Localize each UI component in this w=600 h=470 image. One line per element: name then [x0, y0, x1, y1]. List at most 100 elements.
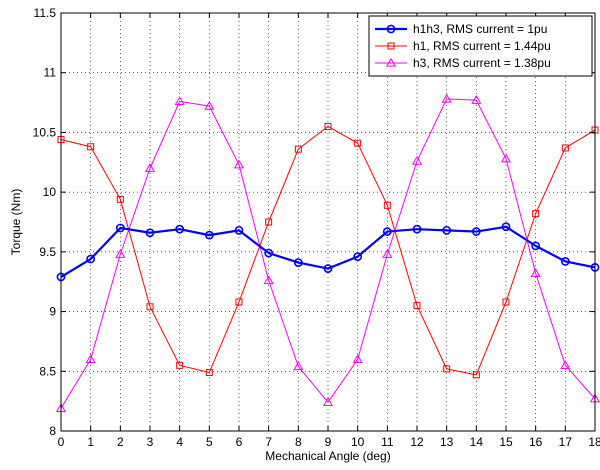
data-point [530, 268, 541, 278]
y-tick-label: 10 [43, 185, 57, 199]
x-tick-label: 5 [206, 435, 213, 449]
data-point [352, 354, 363, 363]
data-point [87, 143, 95, 151]
axis-ticks: 0 1 2 3 4 5 6 7 8 9 10 11 12 13 14 15 16 17 1888.599.51010… [33, 6, 600, 449]
y-tick-label: 9 [49, 305, 56, 319]
data-point [264, 248, 274, 258]
data-point [322, 397, 334, 406]
data-point [144, 163, 156, 172]
y-tick-label: 11 [44, 66, 57, 80]
data-point [293, 361, 304, 371]
data-point [176, 361, 184, 369]
data-point [293, 258, 303, 268]
data-point [561, 144, 569, 152]
x-tick-label: 9 [325, 435, 332, 449]
data-point [146, 303, 154, 311]
data-point [411, 155, 423, 165]
series-layer [55, 93, 600, 412]
data-point [382, 249, 393, 258]
x-tick-label: 11 [381, 435, 394, 449]
data-point [204, 100, 215, 110]
data-point [205, 368, 213, 376]
data-point [175, 224, 185, 234]
series-line [60, 125, 596, 376]
x-tick-label: 6 [236, 435, 243, 449]
data-point [442, 225, 452, 235]
data-point [233, 159, 245, 169]
y-tick-label: 10.5 [33, 125, 57, 139]
data-point [265, 218, 273, 226]
data-point [500, 153, 512, 163]
data-point [383, 201, 391, 209]
x-tick-label: 10 [351, 435, 365, 449]
data-point [116, 195, 124, 203]
x-tick-label: 16 [529, 435, 543, 449]
data-point [441, 93, 452, 103]
data-point [413, 302, 421, 310]
legend-label: h1h3, RMS current = 1pu [413, 22, 547, 36]
data-point [471, 94, 482, 104]
legend: h1h3, RMS current = 1pu h1, RMS current =… [368, 15, 593, 77]
data-point [324, 122, 332, 130]
x-tick-label: 4 [176, 435, 183, 449]
y-tick-label: 9.5 [39, 245, 56, 259]
legend-entry: h3, RMS current = 1.38pu [375, 56, 551, 70]
series-3 [55, 93, 600, 412]
data-point [234, 225, 244, 235]
x-tick-label: 0 [58, 435, 65, 449]
y-axis-label: Torque (Nm) [9, 189, 23, 256]
x-tick-label: 17 [559, 435, 573, 449]
x-tick-label: 12 [410, 435, 424, 449]
data-point [471, 227, 481, 236]
series-2 [57, 122, 599, 379]
data-point [532, 210, 540, 218]
data-point [531, 241, 541, 251]
data-point [174, 96, 185, 106]
x-tick-label: 2 [117, 435, 124, 449]
data-point [354, 139, 362, 147]
data-point [145, 228, 155, 238]
legend-entry: h1, RMS current = 1.44pu [375, 39, 551, 53]
data-point [502, 298, 510, 306]
legend-marker [386, 24, 396, 34]
legend-label: h1, RMS current = 1.44pu [413, 39, 551, 53]
x-tick-label: 14 [470, 435, 484, 449]
x-tick-label: 8 [295, 435, 302, 449]
x-tick-label: 15 [499, 435, 513, 449]
data-point [560, 257, 570, 266]
y-tick-label: 8 [49, 424, 56, 438]
x-tick-label: 3 [147, 435, 154, 449]
y-tick-label: 8.5 [39, 364, 56, 378]
data-point [412, 224, 422, 234]
data-point [204, 230, 214, 240]
x-tick-label: 7 [265, 435, 272, 449]
data-point [115, 249, 126, 258]
series-1 [56, 222, 600, 282]
data-point [294, 145, 302, 153]
data-point [443, 365, 451, 373]
legend-entry: h1h3, RMS current = 1pu [375, 22, 547, 36]
x-tick-label: 1 [87, 435, 94, 449]
legend-marker [385, 57, 397, 67]
data-point [115, 223, 125, 233]
data-point [382, 227, 392, 236]
legend-label: h3, RMS current = 1.38pu [413, 56, 551, 70]
y-tick-label: 11.5 [34, 6, 57, 20]
data-point [353, 252, 363, 262]
data-point [235, 298, 243, 306]
data-point [472, 371, 480, 379]
data-point [560, 360, 571, 369]
x-axis-label: Mechanical Angle (deg) [265, 449, 390, 463]
x-tick-label: 18 [588, 435, 600, 449]
data-point [323, 264, 333, 273]
x-tick-label: 13 [440, 435, 454, 449]
data-point [263, 275, 274, 285]
data-point [501, 222, 511, 232]
data-point [85, 354, 96, 363]
data-point [86, 254, 96, 264]
series-line [60, 225, 596, 278]
legend-marker [387, 42, 395, 50]
series-line [60, 98, 596, 409]
